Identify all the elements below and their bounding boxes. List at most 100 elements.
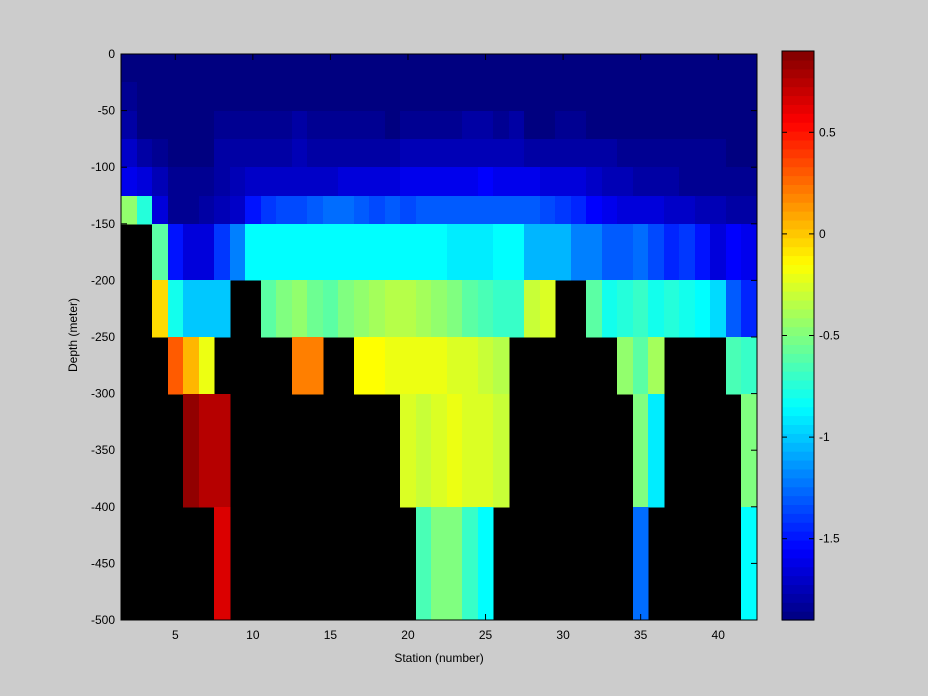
colorbar-segment <box>782 264 814 274</box>
heatmap-cell <box>555 139 572 168</box>
heatmap-cell <box>633 167 649 197</box>
heatmap-cell <box>168 196 184 225</box>
colorbar-segment <box>782 219 814 230</box>
heatmap-cell <box>586 139 603 168</box>
heatmap-cell <box>462 167 479 197</box>
colorbar-segment <box>782 148 814 159</box>
heatmap-cell <box>648 196 665 225</box>
heatmap-cell <box>586 82 603 112</box>
heatmap-cell <box>369 167 386 197</box>
heatmap-cell <box>292 224 308 281</box>
heatmap-cell <box>617 224 634 281</box>
heatmap-cell <box>617 167 634 197</box>
heatmap-cell <box>199 139 215 168</box>
heatmap-cell <box>695 167 711 197</box>
heatmap-cell <box>524 167 541 197</box>
heatmap-cell <box>617 337 634 395</box>
heatmap-cell <box>354 167 370 197</box>
heatmap-cell <box>400 54 417 83</box>
colorbar-segment <box>782 139 814 150</box>
heatmap-cell <box>199 111 215 140</box>
heatmap-cell <box>261 280 277 338</box>
heatmap-cell <box>493 394 510 508</box>
heatmap-cell <box>447 196 463 225</box>
heatmap-cell <box>152 139 169 168</box>
colorbar-segment <box>782 104 814 114</box>
heatmap-cell <box>741 394 758 508</box>
heatmap-cell <box>323 139 339 168</box>
heatmap-cell <box>509 111 525 140</box>
heatmap-cell <box>292 196 308 225</box>
heatmap-cell <box>741 507 758 621</box>
heatmap-cell <box>493 167 510 197</box>
heatmap-cell <box>664 280 680 338</box>
heatmap-cell <box>152 280 169 338</box>
colorbar-segment <box>782 557 814 568</box>
heatmap-cell <box>478 167 494 197</box>
colorbar-segment <box>782 513 814 523</box>
heatmap-cell <box>571 167 587 197</box>
heatmap-cell <box>292 337 308 395</box>
heatmap-cell <box>617 280 634 338</box>
heatmap-cell <box>168 54 184 83</box>
heatmap-cell <box>726 139 742 168</box>
heatmap-cell <box>431 54 448 83</box>
colorbar-segment <box>782 237 814 248</box>
heatmap-cell <box>741 82 758 112</box>
colorbar-segment <box>782 593 814 603</box>
heatmap-cell <box>726 54 742 83</box>
heatmap-cell <box>447 54 463 83</box>
heatmap-cell <box>199 394 215 508</box>
heatmap-cell <box>214 394 231 508</box>
heatmap-cell <box>726 280 742 338</box>
y-tick-label: -50 <box>98 104 116 118</box>
heatmap-cell <box>571 111 587 140</box>
heatmap-cell <box>354 54 370 83</box>
heatmap-cell <box>276 139 293 168</box>
heatmap-cell <box>648 394 665 508</box>
heatmap-cell <box>183 54 200 83</box>
heatmap-cell <box>230 224 246 281</box>
heatmap-cell <box>741 139 758 168</box>
heatmap-cell <box>509 224 525 281</box>
heatmap-cell <box>369 280 386 338</box>
heatmap-cell <box>478 507 494 621</box>
heatmap-cell <box>307 167 324 197</box>
heatmap-cell <box>493 196 510 225</box>
colorbar-segment <box>782 211 814 221</box>
heatmap-cell <box>431 167 448 197</box>
heatmap-cell <box>431 196 448 225</box>
heatmap-cell <box>633 139 649 168</box>
heatmap-cell <box>416 167 432 197</box>
heatmap-cell <box>168 82 184 112</box>
heatmap-cell <box>555 224 572 281</box>
heatmap-cell <box>664 196 680 225</box>
heatmap-cell <box>338 54 355 83</box>
heatmap-cell <box>540 196 556 225</box>
heatmap-cell <box>633 280 649 338</box>
heatmap-cell <box>462 111 479 140</box>
x-tick-label: 10 <box>246 628 260 642</box>
heatmap-cell <box>152 224 169 281</box>
heatmap-cell <box>245 139 262 168</box>
heatmap-cell <box>385 139 401 168</box>
heatmap-cell <box>214 54 231 83</box>
heatmap-cell <box>586 54 603 83</box>
x-axis-label: Station (number) <box>394 651 483 665</box>
heatmap-cell <box>509 54 525 83</box>
x-tick-label: 15 <box>324 628 338 642</box>
heatmap-cell <box>245 224 262 281</box>
heatmap-cell <box>385 111 401 140</box>
heatmap-cell <box>276 224 293 281</box>
heatmap-cell <box>710 139 727 168</box>
heatmap-cell <box>679 196 696 225</box>
heatmap-cell <box>354 82 370 112</box>
heatmap-cell <box>726 82 742 112</box>
colorbar-segment <box>782 193 814 203</box>
colorbar-segment <box>782 282 814 292</box>
heatmap-cell <box>307 280 324 338</box>
colorbar-segment <box>782 59 814 70</box>
heatmap-cell <box>586 111 603 140</box>
colorbar-segment <box>782 166 814 177</box>
heatmap-cell <box>199 196 215 225</box>
